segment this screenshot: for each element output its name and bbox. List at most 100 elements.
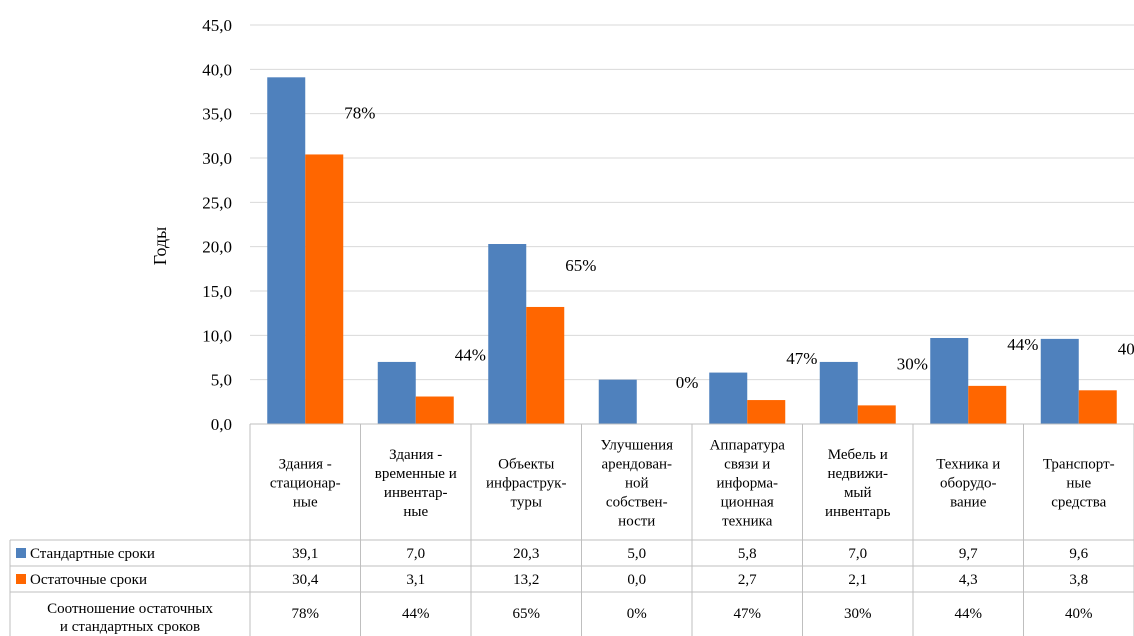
table-cell-value: 4,3 [959,572,978,588]
y-axis: 0,0 5,0 10,0 15,0 20,0 25,0 30,0 35,0 40,0 45,0 [202,16,232,434]
table-cell-value: 39,1 [292,546,318,562]
category-label-line: вание [950,495,987,511]
bar-residual [857,405,896,424]
series-name: Стандартные сроки [30,546,155,562]
category-label: Улучшения арендован-ной собствен-ности [600,438,673,530]
category-label-line: туры [511,495,542,511]
category-label-line: Мебель и [828,447,888,463]
table-cell-value: 3,8 [1069,572,1088,588]
category-label-line: ности [618,514,655,530]
table-cell-ratio: 44% [402,606,430,622]
table-cell-ratio: 40% [1065,606,1093,622]
y-tick-label: 5,0 [211,371,232,390]
bar-residual [526,306,565,424]
bar-standard [1040,338,1079,424]
ratio-row-name: Соотношение остаточных и стандартных срок… [47,601,213,635]
table-cell-ratio: 47% [734,606,762,622]
category-label-line: ные [1066,476,1091,492]
table-cell-ratio: 65% [513,606,541,622]
ratio-row-name-line: Соотношение остаточных [47,601,213,617]
bar-standard [267,77,306,425]
series-name: Остаточные сроки [30,572,147,588]
table-cell-value: 7,0 [406,546,425,562]
bar-standard [377,361,416,424]
ratio-label: 30% [897,354,928,373]
category-label-line: временные и [375,466,457,482]
category-label-line: арендован- [601,457,672,473]
table-cell-ratio: 30% [844,606,872,622]
y-tick-label: 0,0 [211,415,232,434]
y-tick-label: 15,0 [202,282,232,301]
category-label: Здания - стационар-ные [270,457,341,511]
table-cell-value: 20,3 [513,546,539,562]
table-cell-value: 2,7 [738,572,757,588]
category-label-line: связи и [724,457,770,473]
legend-key [16,574,26,584]
data-table: Здания - стационар-ные Здания - временные и… [9,423,1134,636]
category-label-line: Здания - [389,447,442,463]
category-label-line: информа- [716,476,778,492]
ratio-label: 65% [565,256,596,275]
bar-standard [709,372,748,424]
category-label-line: Транспорт- [1043,457,1115,473]
category-label-line: инвентар- [384,485,448,501]
bar-standard [930,337,969,424]
ratio-label: 40% [1118,339,1134,358]
ratio-row-name-line: и стандартных сроков [60,619,200,635]
ratio-label: 44% [455,346,486,365]
y-tick-label: 10,0 [202,326,232,345]
bar-residual [415,396,454,424]
category-label-line: Улучшения [600,438,673,454]
category-label-line: стационар- [270,476,341,492]
table-cell-value: 9,6 [1069,546,1088,562]
bar-standard [819,361,858,424]
table-cell-value: 7,0 [848,546,867,562]
category-label-line: оборудо- [940,476,997,492]
category-label: Мебель и недвижи-мый инвентарь [825,447,891,520]
y-tick-label: 40,0 [202,60,232,79]
y-tick-label: 45,0 [202,16,232,35]
table-cell-value: 9,7 [959,546,978,562]
y-tick-label: 25,0 [202,193,232,212]
category-label: Здания - временные и инвентар-ные [375,447,457,520]
y-axis-label: Годы [150,227,170,266]
table-cell-value: 30,4 [292,572,319,588]
category-label-line: инвентарь [825,504,891,520]
category-label-line: ционная [721,495,774,511]
category-label-line: недвижи- [827,466,888,482]
table-cell-value: 5,8 [738,546,757,562]
gridlines [250,24,1134,381]
ratio-data-labels: 78% 44% 65% 0% 47% 30% 44% 40% [344,103,1134,392]
bar-standard [598,379,637,424]
bar-residual [305,154,344,424]
table-cell-ratio: 78% [292,606,320,622]
category-label-line: Здания - [279,457,332,473]
table-cell-value: 13,2 [513,572,539,588]
category-label: Транспорт-ные средства [1043,457,1115,511]
y-tick-label: 35,0 [202,105,232,124]
category-label-line: инфраструк- [486,476,566,492]
category-label: Объекты инфраструк-туры [486,457,566,511]
bars [267,77,1117,425]
category-label-line: собствен- [606,495,668,511]
category-label: Техника и оборудо-вание [936,457,1000,511]
table-cell-value: 5,0 [627,546,646,562]
ratio-label: 44% [1007,335,1038,354]
category-label-line: ные [293,495,318,511]
table-cell-value: 0,0 [627,572,646,588]
bar-residual [968,385,1007,424]
ratio-label: 78% [344,103,375,122]
category-label-line: ной [625,476,649,492]
category-label-line: Объекты [498,457,554,473]
bar-residual [1078,390,1117,424]
category-label-line: Аппаратура [710,438,786,454]
ratio-label: 0% [676,373,699,392]
table-cell-value: 3,1 [406,572,425,588]
category-label-line: ные [403,504,428,520]
table-cell-ratio: 44% [955,606,983,622]
category-label-line: средства [1051,495,1106,511]
bar-standard [488,244,527,424]
category-label: Аппаратура связи и информа-ционная техника [710,438,786,530]
y-tick-label: 20,0 [202,238,232,257]
